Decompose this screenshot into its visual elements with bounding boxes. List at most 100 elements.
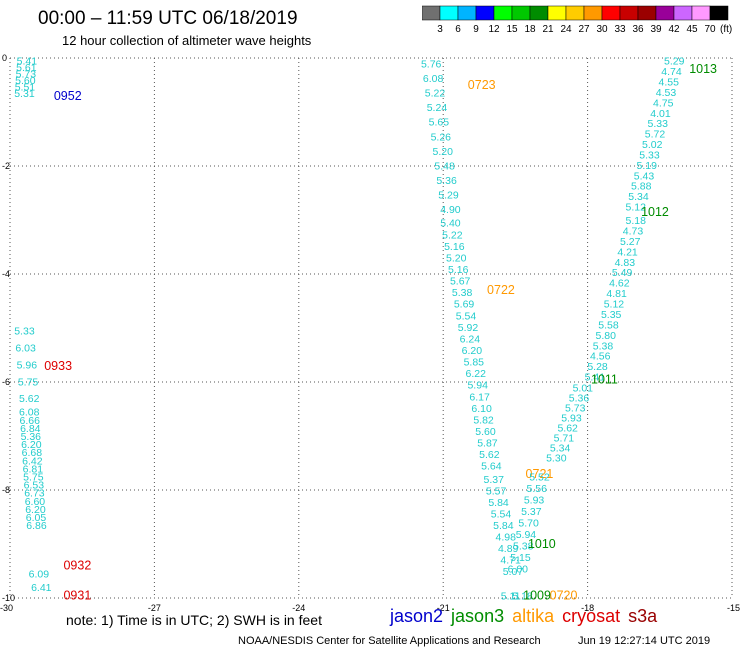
wave-height-value: 6.84: [20, 423, 41, 435]
wave-height-value: 5.19: [637, 160, 658, 172]
wave-height-value: 4.01: [650, 108, 671, 120]
wave-height-value: 4.71: [500, 555, 521, 567]
pass-time-label: 0721: [526, 467, 554, 481]
satellite-legend: jason2 jason3 altika cryosat s3a: [390, 606, 665, 627]
wave-height-value: 5.29: [664, 56, 685, 68]
wave-height-value: 6.08: [423, 73, 444, 85]
x-tick-label: -15: [727, 603, 740, 613]
scale-label: 18: [524, 24, 536, 35]
wave-height-value: 4.73: [623, 225, 644, 237]
scale-unit: (ft): [720, 24, 732, 35]
wave-height-value: 5.49: [612, 267, 633, 279]
wave-height-value: 4.90: [440, 204, 461, 216]
wave-height-value: 6.20: [21, 439, 42, 451]
wave-height-value: 5.35: [601, 309, 622, 321]
pass-time-label: 0952: [54, 89, 82, 103]
wave-height-value: 6.66: [20, 415, 41, 427]
pass-time-label: 1012: [641, 205, 669, 219]
wave-height-value: 5.93: [561, 412, 582, 424]
wave-height-value: 6.60: [25, 496, 46, 508]
scale-label: 9: [473, 24, 479, 35]
y-tick-label: -8: [2, 485, 10, 495]
wave-height-value: 6.81: [23, 463, 44, 475]
legend-altika: altika: [512, 606, 555, 626]
wave-height-value: 4.75: [653, 97, 674, 109]
legend-cryosat: cryosat: [562, 606, 621, 626]
wave-height-value: 4.81: [606, 288, 627, 300]
chart-subtitle: 12 hour collection of altimeter wave hei…: [62, 33, 312, 48]
footer-note: note: 1) Time is in UTC; 2) SWH is in fe…: [66, 612, 322, 628]
wave-height-value: 5.48: [434, 160, 455, 172]
generated-timestamp: Jun 19 12:27:14 UTC 2019: [578, 635, 711, 647]
wave-height-value: 6.73: [24, 488, 45, 500]
wave-height-value: 5.52: [529, 472, 550, 484]
wave-height-value: 5.93: [524, 494, 545, 506]
scale-label: 21: [542, 24, 554, 35]
wave-height-value: 5.28: [587, 361, 608, 373]
scale-label: 30: [596, 24, 608, 35]
wave-height-value: 5.62: [19, 393, 40, 405]
wave-height-value: 6.08: [19, 407, 40, 419]
wave-height-value: 5.36: [569, 392, 590, 404]
wave-height-value: 5.34: [550, 443, 571, 455]
wave-height-value: 5.15: [510, 552, 531, 564]
wave-height-value: 5.73: [16, 69, 37, 81]
wave-height-value: 5.54: [491, 509, 512, 521]
wave-height-value: 6.22: [466, 368, 487, 380]
pass-time-label: 0933: [44, 359, 72, 373]
pass-time-label: 0722: [487, 283, 515, 297]
wave-height-value: 6.09: [29, 569, 50, 581]
wave-height-value: 5.67: [450, 276, 471, 288]
legend-s3a: s3a: [628, 606, 658, 626]
wave-height-value: 5.58: [598, 319, 619, 331]
wave-height-value: 5.62: [557, 423, 578, 435]
wave-height-value: 5.75: [18, 376, 39, 388]
wave-height-value: 5.60: [475, 426, 496, 438]
wave-height-value: 5.38: [593, 340, 614, 352]
wave-height-value: 5.41: [17, 56, 38, 68]
wave-height-value: 5.16: [444, 241, 465, 253]
wave-height-value: 4.83: [615, 257, 636, 269]
wave-height-value: 5.29: [438, 190, 459, 202]
wave-height-value: 5.22: [425, 88, 446, 100]
pass-time-label: 0931: [63, 588, 91, 602]
credit-line: NOAA/NESDIS Center for Satellite Applica…: [238, 635, 541, 647]
y-tick-label: -6: [2, 377, 10, 387]
wave-height-value: 5.41: [585, 372, 606, 384]
wave-height-value: 6.68: [22, 447, 43, 459]
wave-height-value: 4.89: [498, 543, 519, 555]
wave-height-value: 6.03: [15, 343, 36, 355]
wave-height-value: 5.82: [473, 414, 494, 426]
pass-time-label: 1013: [689, 62, 717, 76]
wave-height-value: 5.18: [626, 215, 647, 227]
legend-jason3: jason3: [451, 606, 505, 626]
legend-jason2: jason2: [390, 606, 444, 626]
y-tick-label: -4: [2, 269, 10, 279]
wave-height-value: 5.92: [458, 322, 479, 334]
wave-height-value: 4.98: [496, 532, 517, 544]
scale-label: 42: [668, 24, 680, 35]
wave-height-value: 4.74: [661, 66, 682, 78]
wave-height-value: 5.60: [15, 75, 36, 87]
color-scale: 3 6 9 12 15 18 21 24 27 30 33 36 39 42 45 70 (ft): [422, 5, 732, 35]
wave-height-value: 5.84: [493, 520, 514, 532]
scale-label: 15: [506, 24, 518, 35]
wave-height-value: 5.02: [642, 139, 663, 151]
wave-height-value: 5.85: [464, 357, 485, 369]
wave-height-value: 5.26: [431, 131, 452, 143]
wave-height-value: 5.34: [628, 191, 649, 203]
pass-time-label: 1009: [523, 588, 551, 602]
wave-height-value: 5.76: [421, 58, 442, 70]
wave-height-value: 5.96: [17, 359, 38, 371]
wave-height-value: 5.24: [427, 102, 448, 114]
wave-height-value: 5.88: [631, 181, 652, 193]
scale-swatch: [709, 5, 729, 21]
scale-label: 36: [632, 24, 644, 35]
wave-height-value: 4.62: [609, 278, 630, 290]
wave-height-value: 5.33: [14, 326, 35, 338]
wave-height-value: 5.40: [440, 218, 461, 230]
scale-label: 24: [560, 24, 572, 35]
wave-height-value: 5.56: [527, 483, 548, 495]
wave-height-value: 5.36: [436, 175, 457, 187]
wave-height-value: 5.54: [456, 310, 477, 322]
